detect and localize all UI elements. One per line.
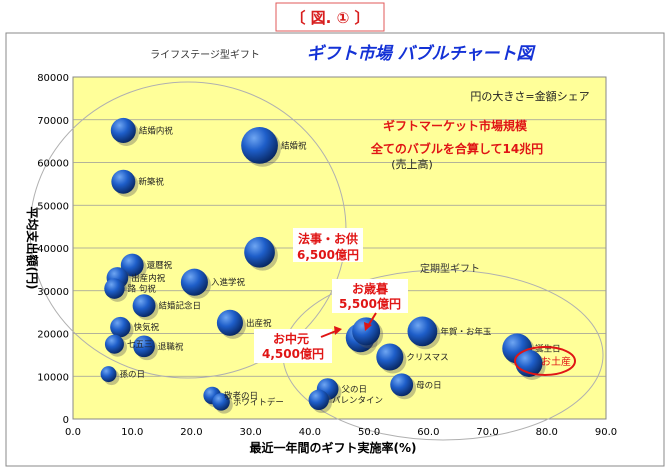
bubble-label: 出産内祝 <box>131 273 166 284</box>
bubble <box>110 117 136 143</box>
bubble <box>180 268 208 296</box>
bubble <box>390 373 414 397</box>
bubble-label: バレンタイン <box>332 396 383 406</box>
bubble <box>100 366 117 383</box>
houji-label-1: 法事・お供 <box>298 231 358 246</box>
bubble-label: 敬老の日 <box>224 390 258 401</box>
bubble-label: クリスマス <box>406 353 448 363</box>
bubble <box>104 334 124 354</box>
figure-label-box <box>275 2 385 32</box>
ochugen-label-1: お中元 <box>273 331 309 346</box>
bubble <box>241 127 278 164</box>
market-size-note: (売上高) <box>391 157 433 171</box>
x-axis-label: 最近一年間のギフト実施率(%) <box>250 440 417 455</box>
x-tick-label: 60.0 <box>417 427 439 438</box>
bubble <box>212 393 230 411</box>
oseibo-label-1: お歳暮 <box>352 281 389 296</box>
bubble <box>132 294 156 318</box>
y-tick-label: 40000 <box>37 244 69 255</box>
bubble-label: 結婚内祝 <box>139 125 174 136</box>
bubble <box>133 335 155 358</box>
omiyage-ellipse <box>514 346 576 376</box>
bubble <box>104 278 125 299</box>
bubble-label: 母の日 <box>416 381 442 391</box>
oseibo-arrow <box>367 312 377 327</box>
ochugen-arrow <box>320 330 337 338</box>
bubble <box>111 169 136 194</box>
y-tick-label: 80000 <box>37 73 69 84</box>
y-tick-label: 20000 <box>37 330 69 341</box>
bubble-label: 新築祝 <box>138 177 164 188</box>
bubble-label: 入進学祝 <box>211 277 246 288</box>
bubble <box>120 253 144 277</box>
bubble-label: ホワイトデー <box>233 397 284 408</box>
y-tick-label: 0 <box>63 415 69 426</box>
y-tick-label: 10000 <box>37 372 69 383</box>
x-tick-label: 20.0 <box>180 427 202 438</box>
bubble-label: 退職祝 <box>158 341 184 352</box>
periodic-group-label: 定期型ギフト <box>420 262 480 275</box>
x-tick-label: 90.0 <box>595 427 617 438</box>
bubble <box>407 316 438 347</box>
bubble <box>110 316 131 338</box>
x-tick-label: 80.0 <box>536 427 558 438</box>
market-size-title: ギフトマーケット市場規模 <box>383 118 528 133</box>
ochugen-label-bg <box>254 329 332 363</box>
y-tick-label: 30000 <box>37 287 69 298</box>
y-tick-label: 50000 <box>37 201 69 212</box>
ochugen-label-2: 4,500億円 <box>262 346 324 361</box>
bubble <box>216 309 243 336</box>
bubble <box>244 236 275 268</box>
y-tick-labels: 0 10000 20000 30000 40000 50000 60000 70000 8000… <box>37 73 69 426</box>
oseibo-label-2: 5,500億円 <box>339 296 401 311</box>
x-tick-label: 10.0 <box>121 427 143 438</box>
bubble-label: 路 句祝 <box>128 284 157 295</box>
bubble-label: 誕生日 <box>535 343 561 354</box>
point-labels: 結婚内祝結婚祝新築祝還暦祝出産内祝路 句祝 入進学祝結婚記念日出産祝 快気祝七五三退… <box>119 125 560 407</box>
y-tick-label: 70000 <box>37 116 69 127</box>
bubbles <box>100 117 546 414</box>
x-tick-label: 70.0 <box>476 427 498 438</box>
bubble <box>308 389 329 410</box>
figure-label: 〔 図. ① 〕 <box>290 9 369 27</box>
x-tick-label: 40.0 <box>299 427 321 438</box>
bubble-label: 七五三 <box>127 340 153 350</box>
x-tick-label: 50.0 <box>358 427 380 438</box>
bubble-label: 快気祝 <box>134 322 160 333</box>
lifestage-group-label: ライフステージ型ギフト <box>150 48 260 61</box>
x-tick-label: 30.0 <box>240 427 262 438</box>
houji-label-2: 6,500億円 <box>297 247 359 262</box>
bubble-label: 年賀・お年玉 <box>440 326 492 337</box>
size-note: 円の大きさ=金額シェア <box>470 89 589 103</box>
bubble-label: 結婚祝 <box>281 140 307 151</box>
bubble-label: 孫の日 <box>119 369 145 380</box>
ochugen-arrowhead <box>334 326 342 335</box>
omiyage-label: お土産 <box>541 355 571 368</box>
oseibo-arrowhead <box>364 322 372 331</box>
bubble <box>352 317 381 346</box>
x-tick-labels: 0.0 10.0 20.0 30.0 40.0 50.0 60.0 70.0 80.0 90.0 <box>65 427 617 438</box>
bubble <box>376 343 404 371</box>
oseibo-label-bg <box>332 279 408 313</box>
y-axis-label: 平均支出額(円) <box>25 207 40 290</box>
y-tick-label: 60000 <box>37 159 69 170</box>
bubble-label: 還暦祝 <box>147 260 173 271</box>
bubble-label: 結婚記念日 <box>159 301 202 312</box>
bubble-label: 父の日 <box>341 385 367 395</box>
chart-title: ギフト市場 バブルチャート図 <box>307 44 537 64</box>
houji-label-bg <box>293 228 363 262</box>
bubble-label: 出産祝 <box>246 318 272 329</box>
market-size-sum: 全てのバブルを合算して14兆円 <box>370 141 543 156</box>
x-tick-label: 0.0 <box>65 427 81 438</box>
